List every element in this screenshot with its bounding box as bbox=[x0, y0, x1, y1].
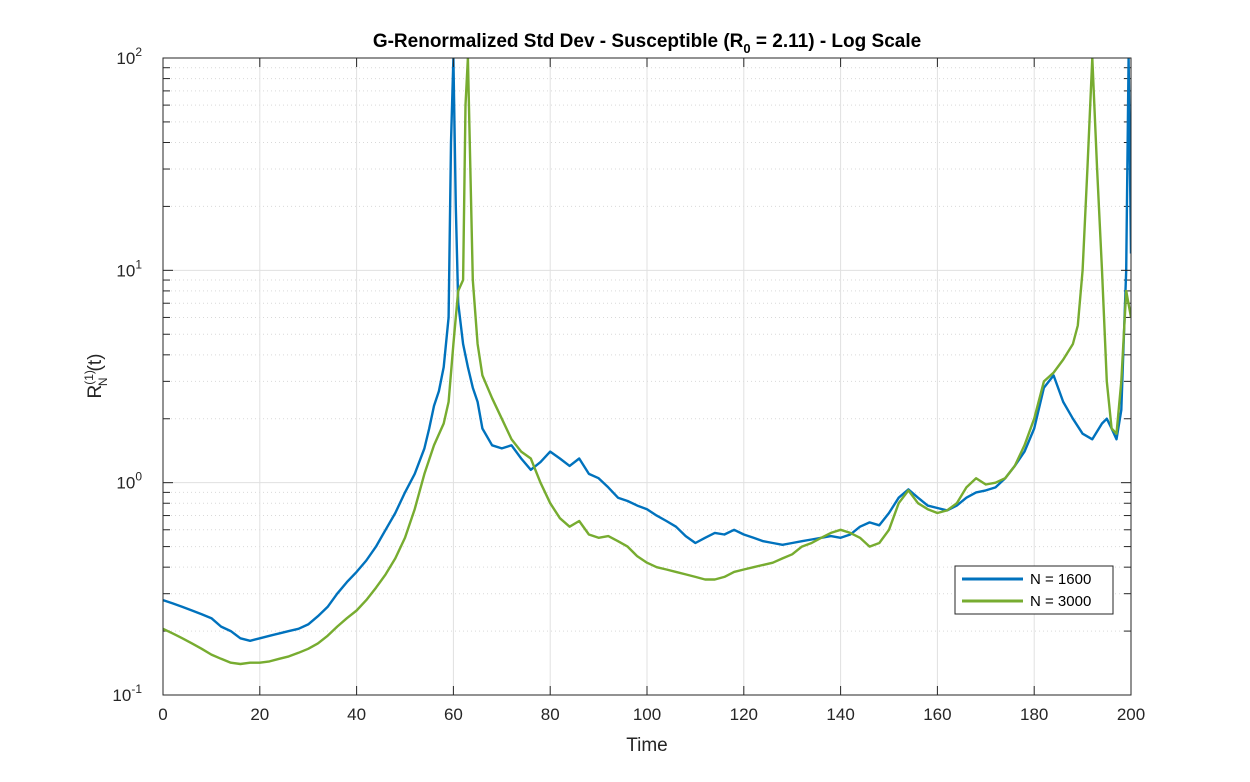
x-tick-label: 180 bbox=[1020, 705, 1048, 724]
x-tick-label: 120 bbox=[730, 705, 758, 724]
legend-label-n3000: N = 3000 bbox=[1030, 593, 1091, 610]
x-tick-label: 140 bbox=[826, 705, 854, 724]
x-tick-label: 100 bbox=[633, 705, 661, 724]
x-tick-label: 0 bbox=[158, 705, 167, 724]
legend-label-n1600: N = 1600 bbox=[1030, 571, 1091, 588]
y-axis-ticks: 10-1 100 101 102 bbox=[112, 45, 1131, 705]
series-lines bbox=[163, 58, 1131, 666]
x-tick-label: 160 bbox=[923, 705, 951, 724]
y-tick-label: 100 bbox=[116, 470, 142, 493]
x-tick-label: 40 bbox=[347, 705, 366, 724]
major-grid bbox=[163, 58, 1131, 695]
x-tick-label: 60 bbox=[444, 705, 463, 724]
legend-box bbox=[954, 565, 1114, 615]
y-axis-label: R(1)N(t) bbox=[82, 353, 110, 398]
x-tick-label: 20 bbox=[250, 705, 269, 724]
x-axis-ticks: 0 20 40 60 80 100 120 140 160 180 200 bbox=[158, 58, 1145, 724]
y-tick-label: 10-1 bbox=[112, 682, 142, 705]
series-line-n1600 bbox=[163, 58, 1131, 642]
legend: N = 1600 N = 3000 bbox=[954, 565, 1114, 615]
chart-title: G-Renormalized Std Dev - Susceptible (R0… bbox=[373, 31, 921, 56]
y-tick-label: 101 bbox=[116, 257, 142, 280]
x-axis-label: Time bbox=[626, 735, 668, 756]
series-line-n3000 bbox=[163, 58, 1131, 666]
x-tick-label: 200 bbox=[1117, 705, 1145, 724]
x-tick-label: 80 bbox=[541, 705, 560, 724]
y-tick-label: 102 bbox=[116, 45, 142, 68]
